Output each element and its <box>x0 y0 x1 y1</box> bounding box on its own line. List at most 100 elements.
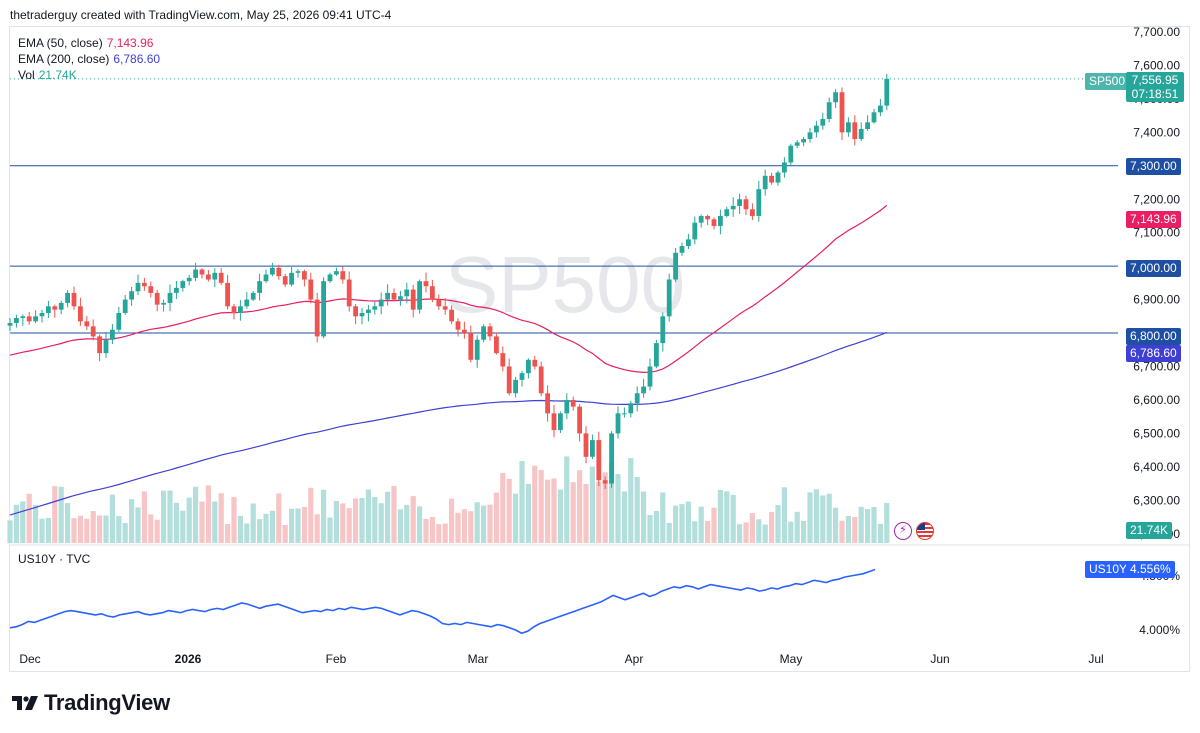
volume-bar <box>237 515 243 543</box>
candle <box>186 274 192 286</box>
volume-bar <box>833 507 839 543</box>
volume-bar <box>154 519 160 543</box>
tradingview-logo[interactable]: TradingView <box>12 690 170 716</box>
volume-bar <box>500 472 506 543</box>
candle-body <box>692 222 698 240</box>
volume-bar <box>77 515 83 543</box>
candle <box>71 286 77 310</box>
candle-body <box>161 302 166 305</box>
candle <box>820 112 826 130</box>
candle-body <box>494 336 499 354</box>
volume-bar <box>717 490 723 543</box>
candle <box>743 195 749 216</box>
ema50-tag: 7,143.96 <box>1126 211 1181 228</box>
candle-body <box>353 306 358 317</box>
candle <box>462 321 467 339</box>
vol-label: Vol <box>18 68 35 82</box>
price-axis-tick: 7,400.00 <box>1133 125 1180 139</box>
candle <box>602 476 608 490</box>
candle <box>705 214 710 226</box>
candle-body <box>538 366 544 394</box>
candle-body <box>135 282 141 292</box>
candle <box>174 281 179 299</box>
candle <box>839 87 845 141</box>
volume-bar <box>39 518 45 543</box>
candle <box>193 262 198 282</box>
time-axis-label: 2026 <box>175 652 202 666</box>
volume-bar <box>71 518 77 543</box>
candle <box>398 290 403 306</box>
time-axis-label: Jun <box>930 652 949 666</box>
volume-bar <box>282 524 288 543</box>
candle-body <box>884 78 890 106</box>
candle <box>647 358 653 391</box>
candle-body <box>506 366 512 394</box>
candle <box>46 300 51 318</box>
candle <box>423 272 429 293</box>
candle-body <box>558 413 563 431</box>
volume-bar <box>698 506 704 543</box>
volume-bar <box>397 509 403 543</box>
us10y-legend[interactable]: US10Y · TVC <box>18 552 91 566</box>
candle-body <box>628 403 634 414</box>
ema50-legend[interactable]: EMA (50, close) 7,143.96 <box>18 35 160 51</box>
candle <box>878 98 883 116</box>
level-7000-tag: 7,000.00 <box>1126 260 1181 277</box>
volume-bar <box>884 503 890 543</box>
candle <box>321 277 326 339</box>
candle <box>7 318 13 332</box>
candle <box>570 396 576 411</box>
candle-body <box>814 125 819 133</box>
volume-bar <box>794 511 800 543</box>
volume-bar <box>602 472 608 543</box>
candle-body <box>551 413 557 431</box>
volume-bar <box>813 489 819 543</box>
candle <box>346 271 352 312</box>
candle <box>78 297 83 326</box>
us-flag-event-icon[interactable] <box>916 522 934 540</box>
candle <box>718 209 723 235</box>
volume-bar <box>461 509 467 543</box>
candle-body <box>820 118 826 126</box>
volume-bar <box>545 479 551 543</box>
volume-bar <box>359 497 365 543</box>
candle <box>846 117 851 137</box>
candle <box>449 305 454 325</box>
volume-bar <box>628 458 634 543</box>
candle <box>679 242 685 256</box>
candle <box>20 314 26 326</box>
volume-bar <box>538 469 544 543</box>
volume-bar <box>692 521 698 543</box>
candle <box>730 197 736 217</box>
price-axis-tick: 6,500.00 <box>1133 426 1180 440</box>
candle-body <box>487 326 493 337</box>
volume-bar <box>685 501 691 543</box>
volume-bar <box>570 482 576 543</box>
price-axis-tick: 7,600.00 <box>1133 58 1180 72</box>
candle <box>519 370 525 387</box>
candle-body <box>615 413 621 434</box>
candle <box>26 311 32 325</box>
candle-body <box>282 276 288 285</box>
candle <box>615 406 621 439</box>
candle-body <box>14 317 19 324</box>
candle-body <box>858 129 864 140</box>
candle-body <box>366 309 371 313</box>
ema200-legend[interactable]: EMA (200, close) 6,786.60 <box>18 51 160 67</box>
candle-body <box>7 323 13 326</box>
candle-body <box>122 299 128 313</box>
volume-bar <box>333 500 339 543</box>
price-axis-tick: 6,900.00 <box>1133 293 1180 307</box>
lightning-event-icon[interactable]: ⚡ <box>894 522 912 540</box>
candle <box>590 434 595 460</box>
candle-body <box>263 274 269 282</box>
price-axis-tick: 7,200.00 <box>1133 192 1180 206</box>
candle-body <box>193 269 198 278</box>
candle-body <box>679 246 685 253</box>
chart-frame[interactable] <box>9 26 1190 672</box>
candle <box>474 335 480 368</box>
candle <box>334 267 339 277</box>
volume-legend[interactable]: Vol 21.74K <box>18 67 160 83</box>
candle-body <box>270 267 275 275</box>
